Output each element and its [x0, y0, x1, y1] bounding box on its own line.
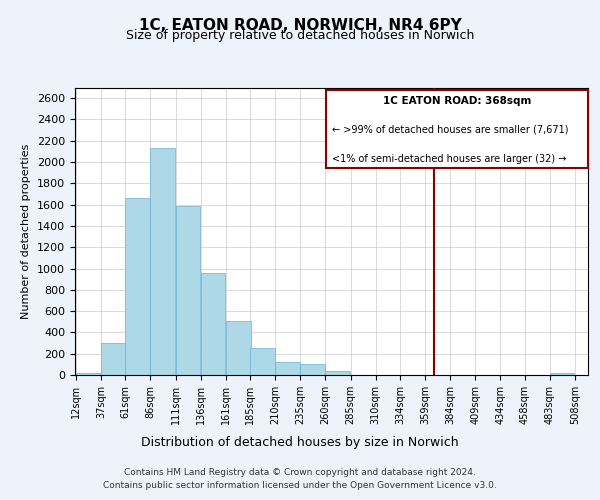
Bar: [101, 343, 126, 375]
Bar: [275, 362, 300, 375]
Text: Size of property relative to detached houses in Norwich: Size of property relative to detached ho…: [126, 29, 474, 42]
Bar: [226, 320, 251, 375]
Text: Distribution of detached houses by size in Norwich: Distribution of detached houses by size …: [141, 436, 459, 449]
Bar: [325, 372, 350, 375]
Bar: [76, 373, 101, 375]
Bar: [250, 348, 275, 375]
Text: Contains public sector information licensed under the Open Government Licence v3: Contains public sector information licen…: [103, 482, 497, 490]
Y-axis label: Number of detached properties: Number of detached properties: [22, 144, 31, 319]
Bar: [125, 198, 150, 375]
Bar: [301, 364, 325, 375]
Text: 1C, EATON ROAD, NORWICH, NR4 6PY: 1C, EATON ROAD, NORWICH, NR4 6PY: [139, 18, 461, 32]
Bar: [201, 273, 226, 375]
Text: Contains HM Land Registry data © Crown copyright and database right 2024.: Contains HM Land Registry data © Crown c…: [124, 468, 476, 477]
FancyBboxPatch shape: [326, 90, 588, 168]
Bar: [176, 206, 200, 375]
Text: <1% of semi-detached houses are larger (32) →: <1% of semi-detached houses are larger (…: [331, 154, 566, 164]
Text: ← >99% of detached houses are smaller (7,671): ← >99% of detached houses are smaller (7…: [331, 125, 568, 135]
Text: 1C EATON ROAD: 368sqm: 1C EATON ROAD: 368sqm: [383, 96, 532, 106]
Bar: [151, 148, 175, 375]
Bar: [550, 373, 574, 375]
